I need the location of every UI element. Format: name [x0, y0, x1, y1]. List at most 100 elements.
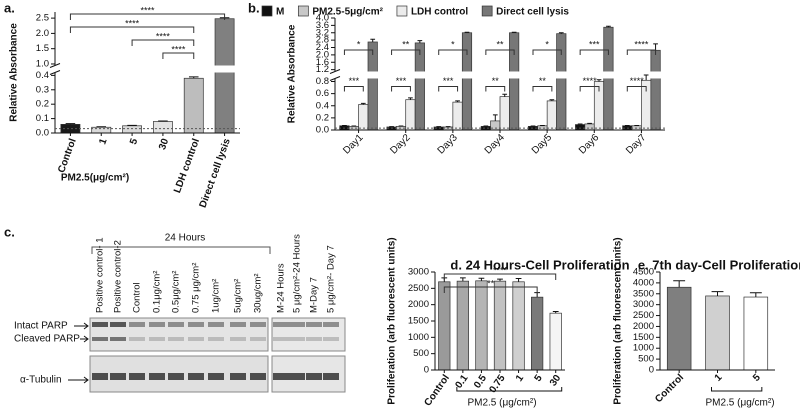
y-tick-label: 0.2 — [36, 99, 49, 110]
band — [129, 322, 145, 327]
lane-label: M-Day 7 — [309, 277, 320, 313]
row-label: Intact PARP — [14, 321, 68, 332]
x-tick-label: Day6 — [577, 132, 602, 157]
bar — [406, 100, 415, 130]
x-tick-label: Direct cell lysis — [198, 137, 233, 210]
bar — [531, 297, 543, 370]
significance-label: **** — [156, 31, 171, 41]
significance-label: * — [451, 39, 455, 49]
error-bar — [653, 44, 658, 50]
x-group-bracket — [712, 387, 762, 391]
band — [129, 373, 145, 380]
legend-label: LDH control — [411, 7, 468, 18]
band — [149, 322, 165, 327]
lane-label: 5 μg/cm²-24 Hours — [292, 234, 303, 313]
error-bar — [502, 94, 507, 96]
lane-label: Positive control-2 — [113, 240, 124, 313]
y-tick-label: 1.0 — [36, 58, 49, 69]
significance-label: **** — [493, 265, 508, 275]
x-axis-label: PM2.5(μg/cm²) — [61, 173, 129, 184]
band — [250, 322, 266, 327]
bar — [476, 281, 488, 370]
band — [208, 322, 224, 327]
y-tick-label: 0 — [649, 365, 654, 376]
bar — [153, 121, 172, 133]
band — [289, 322, 305, 327]
y-tick-label: 4500 — [633, 267, 654, 278]
y-tick-label: 1500 — [408, 316, 429, 327]
error-bar — [370, 39, 375, 42]
bar — [513, 282, 525, 370]
significance-label: ** — [402, 39, 410, 49]
y-tick-label: 1.5 — [36, 43, 49, 54]
bar — [368, 42, 377, 130]
band — [188, 337, 204, 341]
band — [230, 373, 246, 380]
x-tick-label: 1 — [713, 372, 725, 384]
band — [273, 337, 289, 341]
significance-label: **** — [634, 39, 649, 49]
significance-label: **** — [630, 76, 645, 86]
band — [92, 322, 108, 327]
lane-label: 1ug/cm² — [211, 279, 222, 313]
band — [273, 322, 289, 327]
band — [306, 322, 322, 327]
x-tick-label: 5 — [533, 373, 545, 384]
y-tick-label: 3000 — [633, 299, 654, 310]
x-tick-label: Day5 — [530, 132, 555, 157]
bar — [550, 313, 562, 370]
bar — [92, 127, 111, 133]
significance-label: **** — [171, 44, 186, 54]
x-tick-label: Day3 — [436, 132, 461, 157]
y-tick-label: 1500 — [633, 332, 654, 343]
x-tick-label: Day4 — [483, 132, 508, 157]
y-tick-label: 3000 — [408, 267, 429, 278]
band — [92, 373, 108, 380]
band — [208, 373, 224, 380]
x-tick-label: Day7 — [624, 132, 649, 157]
x-tick-label: 0.75 — [487, 373, 507, 396]
band — [323, 322, 339, 327]
band — [306, 373, 322, 380]
bar — [453, 102, 462, 130]
y-tick-label: 0 — [424, 365, 429, 376]
x-tick-label: 30 — [157, 137, 171, 152]
band — [129, 337, 145, 341]
lane-label: 5ug/cm² — [233, 279, 244, 313]
significance-bracket — [486, 86, 505, 91]
row-label: Cleaved PARP — [14, 334, 80, 345]
y-tick-label: 0.4 — [316, 100, 329, 111]
bar — [123, 126, 142, 133]
band — [149, 373, 165, 380]
y-tick-label: 0.0 — [316, 125, 329, 136]
lane-label: Positive control- 1 — [95, 237, 106, 313]
error-bar — [512, 32, 517, 33]
x-tick-label: Control — [56, 137, 79, 174]
bar — [575, 125, 584, 130]
significance-label: ** — [492, 76, 500, 86]
legend-label: PM2.5-5μg/cm² — [312, 7, 383, 18]
significance-label: ** — [487, 278, 495, 288]
significance-label: *** — [443, 76, 454, 86]
legend-swatch — [397, 6, 407, 16]
x-group-bracket — [457, 387, 562, 391]
lane-label: Control — [132, 282, 143, 313]
legend-swatch — [482, 6, 492, 16]
bar — [415, 43, 424, 130]
chart-title: a. — [4, 0, 15, 15]
x-tick-label: 0.5 — [472, 373, 489, 391]
bar — [462, 33, 471, 130]
x-tick-label: Control — [423, 373, 453, 409]
significance-label: **** — [140, 5, 155, 15]
bar — [547, 101, 556, 130]
bar — [509, 33, 518, 130]
band — [306, 337, 322, 341]
band — [230, 322, 246, 327]
y-axis-label: Proliferation (arb fluorescent units) — [387, 237, 398, 404]
bar — [349, 126, 358, 130]
error-bar — [460, 278, 466, 281]
y-tick-label: 1000 — [408, 332, 429, 343]
y-tick-label: 2.5 — [36, 13, 49, 24]
significance-bracket — [344, 86, 363, 91]
